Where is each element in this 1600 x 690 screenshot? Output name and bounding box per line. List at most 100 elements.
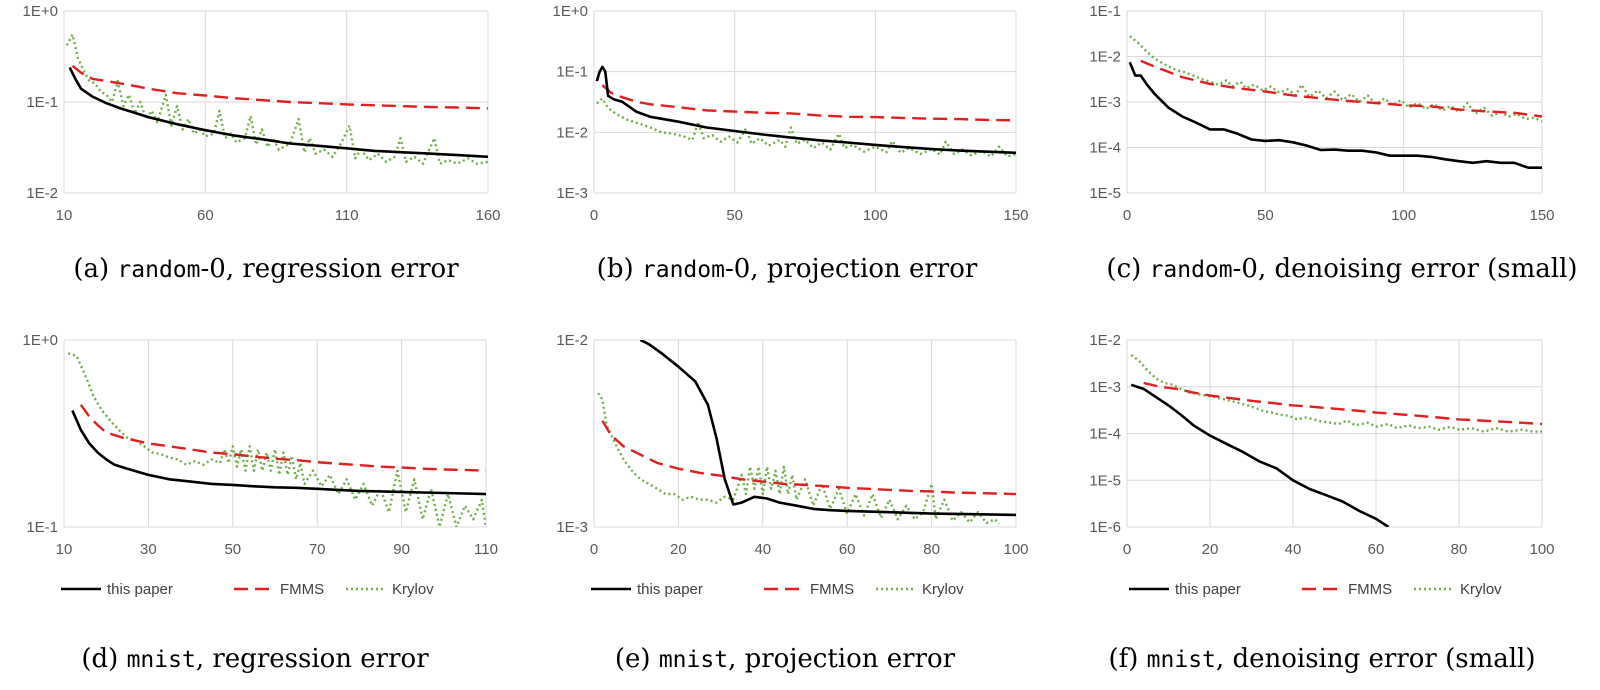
series-line-this [68, 66, 488, 159]
caption-suffix: -0, denoising error (small) [1233, 254, 1578, 284]
x-tick-label: 50 [726, 207, 743, 224]
chart-a: 10 60 110 160 1E-2 1E-1 1E+0 (a) random-0, regr… [23, 3, 501, 284]
legend-label-fmms: FMMS [1348, 581, 1392, 598]
series-line-fmms [601, 84, 1016, 122]
y-tick-label: 1E-2 [556, 124, 588, 141]
series-line-this [639, 340, 1016, 517]
chart-caption: (b) random-0, projection error [597, 254, 978, 284]
legend-label-fmms: FMMS [810, 581, 854, 598]
legend: this paper FMMS Krylov [61, 581, 434, 598]
x-tick-label: 100 [1003, 541, 1028, 558]
y-tick-label: 1E-5 [1089, 472, 1121, 489]
y-tick-label: 1E-3 [1089, 379, 1121, 396]
caption-suffix: , denoising error (small) [1216, 644, 1536, 674]
y-tick-label: 1E+0 [23, 332, 58, 349]
x-tick-label: 160 [475, 207, 500, 224]
caption-suffix: -0, projection error [725, 254, 978, 284]
series-line-fmms [1140, 59, 1542, 118]
series-line-this [595, 65, 1016, 155]
series-line-krylov [596, 97, 1016, 158]
x-tick-label: 40 [754, 541, 771, 558]
x-tick-label: 40 [1285, 541, 1302, 558]
y-tick-label: 1E-2 [26, 185, 58, 202]
y-tick-label: 1E-3 [556, 519, 588, 536]
chart-caption: (a) random-0, regression error [73, 254, 459, 284]
x-tick-label: 60 [1368, 541, 1385, 558]
series-line-this [1128, 61, 1542, 169]
legend-label-krylov: Krylov [1460, 581, 1502, 598]
caption-prefix: (c) [1106, 254, 1149, 284]
y-tick-label: 1E-3 [556, 185, 588, 202]
chart-caption: (e) mnist, projection error [615, 644, 956, 674]
caption-suffix: -0, regression error [201, 254, 460, 284]
chart-b: 0 50 100 150 1E-3 1E-2 1E-1 1E+0 (b) random-0, p… [553, 3, 1029, 284]
series-line-fmms [601, 420, 1016, 496]
legend: this paper FMMS Krylov [591, 581, 964, 598]
chart-caption: (f) mnist, denoising error (small) [1108, 644, 1535, 674]
series-line-krylov [597, 392, 1000, 525]
caption-dataset: random [1150, 257, 1233, 283]
series-line-this [71, 409, 486, 496]
x-tick-label: 60 [839, 541, 856, 558]
x-tick-label: 0 [1123, 541, 1131, 558]
x-tick-label: 100 [1529, 541, 1554, 558]
x-tick-label: 110 [474, 541, 498, 558]
caption-prefix: (d) [81, 644, 126, 674]
series-line-krylov [67, 352, 486, 527]
legend-label-fmms: FMMS [280, 581, 324, 598]
y-tick-label: 1E-2 [556, 332, 588, 349]
x-tick-label: 100 [1391, 207, 1416, 224]
legend: this paper FMMS Krylov [1129, 581, 1502, 598]
legend-label-krylov: Krylov [392, 581, 434, 598]
legend-label-this: this paper [637, 581, 703, 598]
series-line-fmms [71, 64, 488, 110]
caption-dataset: mnist [1147, 647, 1216, 673]
series-line-fmms [1143, 381, 1542, 426]
caption-suffix: , projection error [728, 644, 956, 674]
x-tick-label: 20 [670, 541, 687, 558]
x-tick-label: 90 [393, 541, 410, 558]
series-line-krylov [65, 33, 488, 165]
x-tick-label: 10 [56, 541, 73, 558]
y-tick-label: 1E+0 [23, 3, 58, 20]
chart-e: 0 20 40 60 80 100 1E-3 1E-2 this paper FMMS Krylov… [556, 332, 1028, 674]
y-tick-label: 1E-5 [1089, 185, 1121, 202]
x-tick-label: 150 [1003, 207, 1028, 224]
y-tick-label: 1E-1 [26, 94, 58, 111]
legend-label-this: this paper [107, 581, 173, 598]
y-tick-label: 1E-6 [1089, 519, 1121, 536]
caption-dataset: random [642, 257, 725, 283]
y-tick-label: 1E-2 [1089, 332, 1121, 349]
legend-label-krylov: Krylov [922, 581, 964, 598]
x-tick-label: 150 [1529, 207, 1554, 224]
x-tick-label: 70 [309, 541, 326, 558]
caption-suffix: , regression error [196, 644, 429, 674]
y-tick-label: 1E+0 [553, 3, 588, 20]
chart-caption: (c) random-0, denoising error (small) [1106, 254, 1577, 284]
series-line-fmms [79, 404, 486, 472]
x-tick-label: 30 [140, 541, 157, 558]
chart-c: 0 50 100 150 1E-5 1E-4 1E-3 1E-2 1E-1 (c) random-… [1089, 3, 1577, 284]
legend-label-this: this paper [1175, 581, 1241, 598]
x-tick-label: 110 [335, 207, 359, 224]
caption-prefix: (a) [73, 254, 117, 284]
x-tick-label: 50 [1257, 207, 1274, 224]
caption-prefix: (e) [615, 644, 659, 674]
y-tick-label: 1E-1 [1089, 3, 1121, 20]
caption-prefix: (b) [597, 254, 642, 284]
series-line-this [1130, 383, 1390, 527]
y-tick-label: 1E-1 [26, 519, 58, 536]
caption-dataset: mnist [659, 647, 728, 673]
x-tick-label: 60 [197, 207, 214, 224]
caption-prefix: (f) [1108, 644, 1146, 674]
y-tick-label: 1E-4 [1089, 426, 1121, 443]
x-tick-label: 0 [1123, 207, 1131, 224]
caption-dataset: random [117, 257, 200, 283]
y-tick-label: 1E-4 [1089, 140, 1121, 157]
x-tick-label: 0 [590, 541, 598, 558]
x-tick-label: 80 [923, 541, 940, 558]
x-tick-label: 50 [224, 541, 241, 558]
y-tick-label: 1E-2 [1089, 49, 1121, 66]
x-tick-label: 80 [1451, 541, 1468, 558]
